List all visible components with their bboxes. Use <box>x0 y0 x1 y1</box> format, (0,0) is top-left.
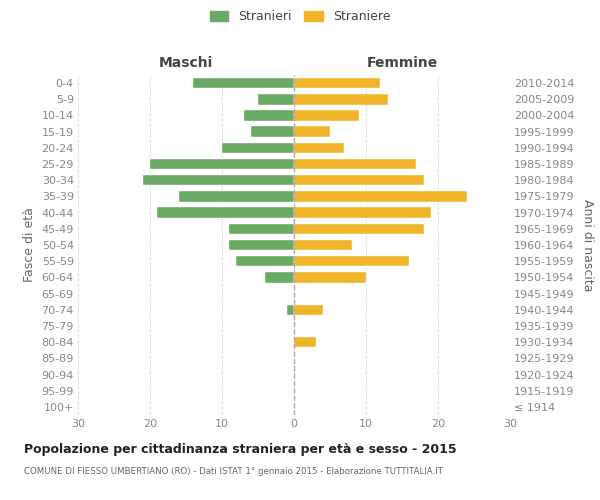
Text: Popolazione per cittadinanza straniera per età e sesso - 2015: Popolazione per cittadinanza straniera p… <box>24 442 457 456</box>
Bar <box>294 126 330 137</box>
Bar <box>244 110 294 120</box>
Bar <box>265 272 294 282</box>
Legend: Stranieri, Straniere: Stranieri, Straniere <box>206 6 394 26</box>
Bar <box>294 256 409 266</box>
Bar <box>294 337 316 347</box>
Bar <box>143 175 294 186</box>
Bar <box>294 175 424 186</box>
Bar <box>294 78 380 88</box>
Bar <box>294 191 467 202</box>
Bar <box>193 78 294 88</box>
Bar <box>294 272 366 282</box>
Y-axis label: Fasce di età: Fasce di età <box>23 208 36 282</box>
Bar <box>179 191 294 202</box>
Text: COMUNE DI FIESSO UMBERTIANO (RO) - Dati ISTAT 1° gennaio 2015 - Elaborazione TUT: COMUNE DI FIESSO UMBERTIANO (RO) - Dati … <box>24 468 443 476</box>
Bar <box>251 126 294 137</box>
Bar <box>157 208 294 218</box>
Bar <box>294 208 431 218</box>
Bar <box>222 142 294 153</box>
Bar <box>294 94 388 104</box>
Bar <box>294 304 323 315</box>
Y-axis label: Anni di nascita: Anni di nascita <box>581 198 594 291</box>
Bar <box>287 304 294 315</box>
Bar <box>258 94 294 104</box>
Bar <box>294 159 416 170</box>
Bar <box>150 159 294 170</box>
Text: Maschi: Maschi <box>159 56 213 70</box>
Bar <box>229 224 294 234</box>
Text: Femmine: Femmine <box>367 56 437 70</box>
Bar <box>236 256 294 266</box>
Bar <box>294 240 352 250</box>
Bar <box>229 240 294 250</box>
Bar <box>294 142 344 153</box>
Bar <box>294 110 359 120</box>
Bar <box>294 224 424 234</box>
